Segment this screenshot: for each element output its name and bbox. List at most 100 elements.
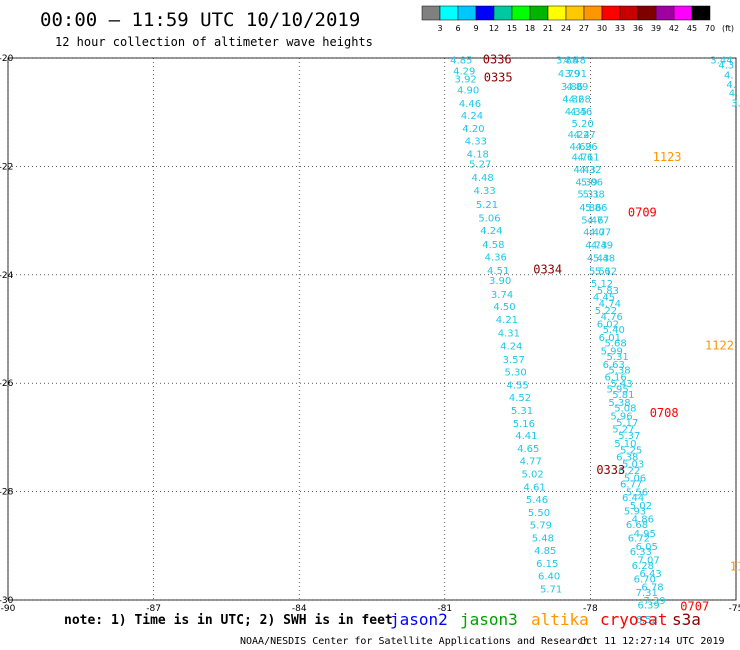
wave-height-value: 6.15 — [536, 559, 558, 570]
wave-height-value: 5.21 — [476, 200, 498, 211]
color-swatch — [691, 5, 711, 21]
color-scale-label: 33 — [615, 24, 625, 33]
wave-height-value: 5.31 — [511, 406, 533, 417]
wave-height-value: 6.22 — [618, 466, 640, 477]
wave-height-value: 3.88 — [556, 56, 578, 67]
wave-height-value: 5.83 — [597, 286, 619, 297]
pass-time-label: 0334 — [533, 262, 562, 276]
color-scale-label: 45 — [687, 24, 697, 33]
wave-height-value: 5.95 — [606, 385, 628, 396]
wave-height-value: 5.06 — [581, 178, 603, 189]
legend-entry: s3a — [672, 610, 701, 629]
wave-height-value: 5.48 — [593, 253, 615, 264]
wave-height-value: 6.28 — [632, 561, 654, 572]
wave-height-value: 5.31 — [577, 190, 599, 201]
pass-time-label: 1121 — [730, 559, 740, 573]
x-tick-label: -90 — [1, 604, 16, 614]
color-swatch — [529, 5, 549, 21]
wave-height-value: 6.38 — [616, 452, 638, 463]
wave-height-value: 5.27 — [612, 425, 634, 436]
pass-time-label: 0335 — [484, 71, 513, 85]
wave-height-value: 4.65 — [517, 444, 539, 455]
wave-height-value: 4.55 — [506, 380, 528, 391]
color-scale-label: 9 — [473, 24, 478, 33]
wave-height-value: 5.79 — [530, 521, 552, 532]
color-swatch — [511, 5, 531, 21]
wave-height-value: 5.08 — [614, 404, 636, 415]
axes: -90 -87 -84 -81 -78 -75 -30 -28 -26 -24 -22 -20 — [0, 54, 740, 614]
wave-height-value: 5.06 — [624, 474, 646, 485]
wave-height-value: 4.85 — [534, 546, 556, 557]
wave-height-value: 3.44 — [710, 56, 732, 67]
wave-height-value: 3.91 — [565, 69, 587, 80]
color-scale-label: 24 — [561, 24, 571, 33]
legend-entry: jason2 — [390, 610, 448, 629]
y-tick-label: -22 — [0, 162, 13, 172]
wave-height-value: 5.38 — [608, 366, 630, 377]
color-swatch — [439, 5, 459, 21]
wave-height-value: 5.22 — [595, 306, 617, 317]
wave-height-value: 6.63 — [603, 360, 625, 371]
wave-height-value: 5.51 — [589, 266, 611, 277]
wave-height-value: 5.27 — [469, 160, 491, 171]
wave-height-value: 7.07 — [638, 555, 660, 566]
wave-height-value: 5.37 — [618, 431, 640, 442]
satellite-legend: jason2 jason3 altika cryosat s3a — [390, 610, 701, 629]
wave-height-value: 5.03 — [622, 459, 644, 470]
color-scale-label: 12 — [489, 24, 499, 33]
chart-title: 00:00 – 11:59 UTC 10/10/2019 — [40, 9, 360, 31]
wave-height-value: 4.79 — [558, 69, 580, 80]
wave-height-value: 4.21 — [496, 315, 518, 326]
wave-height-value: 4.73 — [585, 240, 607, 251]
wave-height-value: 4.18 — [467, 149, 489, 160]
wave-height-value: 4.69 — [570, 142, 592, 153]
color-scale-label: 27 — [579, 24, 589, 33]
footer-timestamp: Oct 11 12:27:14 UTC 2019 — [580, 636, 725, 647]
wave-height-value: 4.24 — [461, 111, 483, 122]
wave-height-value: 6.02 — [597, 320, 619, 331]
wave-height-value: 3. — [731, 98, 740, 109]
footer-credit: NOAA/NESDIS Center for Satellite Applica… — [240, 636, 589, 647]
wave-height-value: 4.24 — [500, 341, 522, 352]
wave-height-value: 4.89 — [566, 82, 588, 93]
color-scale-label: 39 — [651, 24, 661, 33]
y-tick-label: -28 — [0, 488, 14, 498]
wave-height-value: 5.38 — [583, 190, 605, 201]
wave-height-value: 5.99 — [601, 347, 623, 358]
pass-time-label: 0709 — [628, 205, 657, 219]
wave-height-value: 4.71 — [572, 153, 594, 164]
x-tick-label: -75 — [729, 604, 740, 614]
pass-time-labels: 0336 0335 1123 0709 0334 1122 0708 0333 1121 0707… — [483, 53, 740, 617]
wave-height-value: 4.90 — [457, 85, 479, 96]
color-swatch — [601, 5, 621, 21]
color-swatch — [637, 5, 657, 21]
wave-height-value: 6.72 — [628, 534, 650, 545]
wave-height-value: 5.86 — [585, 203, 607, 214]
footer-note: note: 1) Time is in UTC; 2) SWH is in fe… — [64, 613, 393, 628]
wave-height-value: 4.33 — [473, 186, 495, 197]
wave-height-value: 5.16 — [513, 419, 535, 430]
chart-subtitle: 12 hour collection of altimeter wave hei… — [55, 35, 373, 49]
color-scale-label: (ft) — [722, 24, 734, 33]
x-tick-label: -78 — [583, 604, 598, 614]
wave-height-value: 4.07 — [589, 227, 611, 238]
wave-height-value: 4.52 — [509, 393, 531, 404]
wave-height-value: 6.78 — [641, 582, 663, 593]
wave-height-value: 6.33 — [630, 547, 652, 558]
color-scale-bar: 3 6 9 12 15 18 21 24 27 30 33 36 39 42 45 70 (ft) — [421, 5, 734, 33]
wave-height-value: 4.35 — [565, 107, 587, 118]
wave-height-value: 5.10 — [614, 439, 636, 450]
legend-entry: altika — [531, 610, 589, 629]
wave-height-value: 5.02 — [522, 470, 544, 481]
y-tick-label: -24 — [0, 271, 14, 281]
color-scale-label: 30 — [597, 24, 607, 33]
wave-height-value: 4.61 — [523, 483, 545, 494]
wave-height-value: 5.38 — [608, 398, 630, 409]
wave-height-value: 6.52 — [636, 615, 658, 626]
wave-height-value: 4. — [726, 80, 736, 91]
wave-height-value: 6.77 — [620, 479, 642, 490]
wave-height-value: 5.50 — [528, 508, 550, 519]
x-tick-label: -81 — [437, 604, 452, 614]
wave-height-value: 4.77 — [587, 216, 609, 227]
color-swatch — [457, 5, 477, 21]
